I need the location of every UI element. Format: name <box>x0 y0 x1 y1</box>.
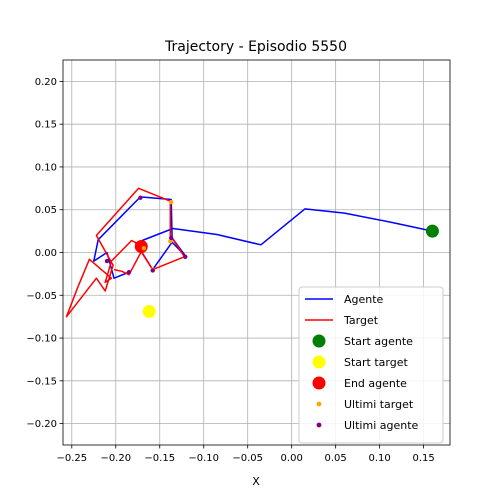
legend-label-ultimi-target: Ultimi target <box>344 398 414 411</box>
legend-swatch-end-agente <box>312 376 326 390</box>
point-ultimi-target <box>168 239 173 244</box>
y-tick-label: 0.15 <box>35 120 57 131</box>
x-tick-label: −0.20 <box>100 453 131 464</box>
legend: Agente Target Start agente Start target End … <box>298 286 444 444</box>
point-ultimi-agente <box>168 235 174 241</box>
x-tick-label: −0.05 <box>232 453 263 464</box>
chart-title: Trajectory - Episodio 5550 <box>164 39 347 55</box>
y-tick-labels: −0.20 −0.15 −0.10 −0.05 0.00 0.05 0.10 0.15 0.20 <box>26 77 57 430</box>
x-tick-label: −0.15 <box>144 453 175 464</box>
x-tick-label: 0.00 <box>281 453 303 464</box>
legend-swatch-start-target <box>312 355 326 369</box>
y-tick-label: −0.10 <box>26 334 57 345</box>
y-tick-label: 0.05 <box>35 205 57 216</box>
x-tick-label: 0.15 <box>412 453 434 464</box>
y-tick-label: 0.10 <box>35 162 57 173</box>
legend-label-start-target: Start target <box>344 356 409 369</box>
y-tick-label: −0.15 <box>26 376 57 387</box>
point-ultimi-agente <box>150 268 155 273</box>
x-tick-labels: −0.25 −0.20 −0.15 −0.10 −0.05 0.00 0.05 0.10 0.1… <box>56 453 434 464</box>
marker-start-agente <box>425 224 439 238</box>
legend-box <box>298 286 444 444</box>
y-tick-label: −0.05 <box>26 291 57 302</box>
x-tick-label: −0.25 <box>56 453 87 464</box>
x-tick-label: 0.10 <box>369 453 391 464</box>
marker-end-agente <box>134 240 148 254</box>
legend-label-end-agente: End agente <box>344 377 407 390</box>
legend-label-agente: Agente <box>344 293 384 306</box>
plot-area <box>65 187 439 319</box>
legend-label-target: Target <box>343 314 379 327</box>
marker-start-target <box>142 305 156 319</box>
y-tick-label: −0.20 <box>26 419 57 430</box>
x-tick-label: −0.10 <box>188 453 219 464</box>
point-ultimi-target <box>141 246 147 251</box>
point-ultimi-agente <box>104 258 110 264</box>
legend-swatch-start-agente <box>312 334 326 348</box>
x-axis-label: X <box>252 475 260 488</box>
point-ultimi-target <box>168 199 174 205</box>
axis-ticks <box>59 80 425 449</box>
point-ultimi-agente <box>126 269 132 275</box>
axes-frame <box>62 59 451 446</box>
legend-swatch-ultimi-target <box>316 401 322 407</box>
legend-swatch-ultimi-agente <box>316 422 322 428</box>
point-ultimi-agente <box>183 254 188 259</box>
y-tick-label: 0.00 <box>35 248 57 259</box>
x-tick-label: 0.05 <box>325 453 347 464</box>
point-ultimi-agente <box>138 195 143 200</box>
y-tick-label: 0.20 <box>35 77 57 88</box>
series-line-agente <box>93 196 433 279</box>
legend-label-ultimi-agente: Ultimi agente <box>344 419 419 432</box>
legend-label-start-agente: Start agente <box>344 335 413 348</box>
